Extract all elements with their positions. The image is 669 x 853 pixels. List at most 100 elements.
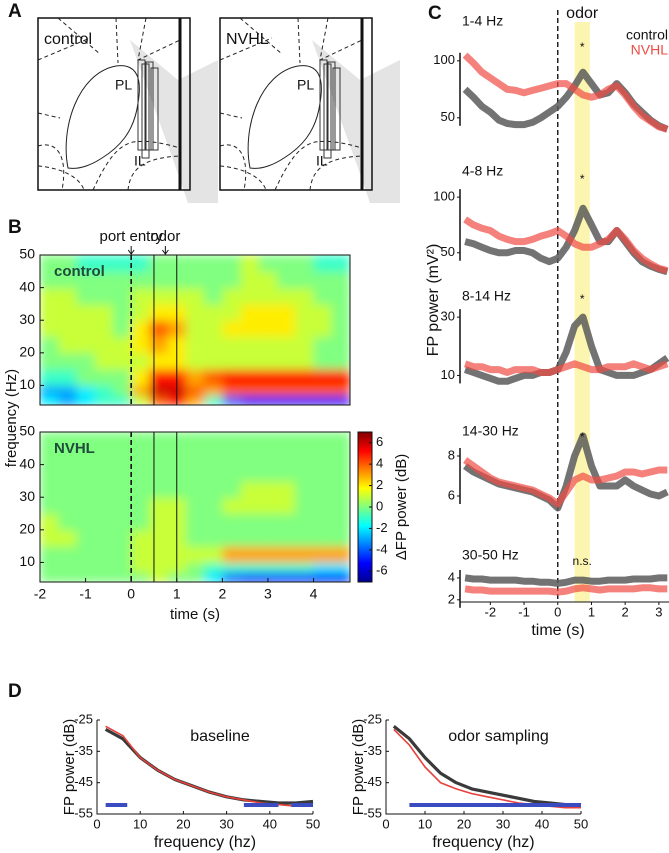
heat-cell (76, 464, 96, 482)
x-tick-label: 10 (418, 816, 432, 831)
panel-label: B (8, 217, 22, 238)
heat-cell (112, 271, 132, 289)
heat-cell (277, 497, 296, 515)
heat-cell (313, 432, 333, 449)
x-tick-label: 20 (176, 816, 190, 831)
heat-cell (185, 480, 205, 498)
heat-cell (313, 529, 333, 547)
heat-cell (185, 529, 205, 547)
heat-cell (277, 255, 296, 272)
heat-cell (295, 448, 315, 466)
heat-cell (204, 395, 223, 405)
heat-cell (76, 546, 96, 564)
heat-cell (313, 320, 333, 338)
y-tick-label: 30 (19, 311, 35, 327)
heat-cell (94, 480, 114, 498)
heat-cell (40, 395, 59, 405)
heat-cell (258, 529, 278, 547)
panel-label: A (8, 1, 22, 22)
diagram-title: NVHL (226, 31, 269, 48)
heat-cell (204, 572, 223, 582)
heat-cell (149, 448, 169, 466)
y-tick-label: 10 (19, 553, 35, 569)
heat-cell (40, 480, 59, 498)
heat-cell (277, 448, 296, 466)
heat-cell (58, 352, 78, 370)
heat-cell (258, 464, 278, 482)
heat-cell (76, 448, 96, 466)
heat-cell (222, 385, 242, 396)
heat-cell (222, 464, 242, 482)
y-axis-label: FP power (dB) (61, 719, 78, 815)
heat-cell (222, 336, 242, 354)
heat-cell (40, 513, 59, 531)
heat-cell (204, 448, 223, 466)
heat-cell (331, 320, 350, 338)
y-tick-label: -45 (363, 774, 382, 789)
heat-cell (313, 562, 333, 573)
y-tick-label: 10 (441, 367, 455, 382)
heat-cell (295, 303, 315, 321)
heat-cell (277, 546, 296, 564)
heat-cell (277, 369, 296, 387)
heat-cell (149, 336, 169, 354)
heat-cell (331, 352, 350, 370)
heat-cell (131, 320, 151, 338)
heat-cell (112, 352, 132, 370)
x-tick-label: 0 (93, 816, 100, 831)
heat-cell (331, 464, 350, 482)
x-axis-label: frequency (hz) (154, 834, 256, 851)
heat-cell (222, 497, 242, 515)
heat-cell (331, 562, 350, 573)
heat-cell (204, 336, 223, 354)
heat-cell (58, 546, 78, 564)
heat-cell (240, 303, 260, 321)
heat-cell (277, 513, 296, 531)
y-tick-label: -55 (363, 805, 382, 820)
heat-cell (76, 513, 96, 531)
heat-cell (277, 572, 296, 582)
y-tick-label: -25 (363, 711, 382, 726)
heat-cell (40, 448, 59, 466)
heat-cell (149, 529, 169, 547)
heat-cell (240, 448, 260, 466)
heat-cell (331, 369, 350, 387)
heat-cell (204, 385, 223, 396)
heat-cell (204, 432, 223, 449)
heat-cell (112, 448, 132, 466)
y-tick-label: 2 (448, 591, 455, 606)
y-tick-label: 20 (19, 344, 35, 360)
heat-cell (204, 529, 223, 547)
x-tick-label: 40 (263, 816, 277, 831)
heat-cell (295, 395, 315, 405)
heat-cell (240, 529, 260, 547)
y-tick-label: 8 (448, 447, 455, 462)
heat-cell (94, 546, 114, 564)
colorbar-tick-label: 4 (376, 456, 383, 471)
y-tick-label: 30 (441, 309, 455, 324)
heat-cell (277, 395, 296, 405)
heat-cell (185, 287, 205, 305)
heat-cell (313, 336, 333, 354)
heat-cell (131, 529, 151, 547)
heat-cell (185, 336, 205, 354)
heatmap-title: NVHL (54, 440, 95, 457)
heat-cell (240, 255, 260, 272)
heat-cell (40, 464, 59, 482)
heat-cell (185, 448, 205, 466)
heat-cell (258, 369, 278, 387)
diagram-title: control (44, 31, 92, 48)
heat-cell (94, 562, 114, 573)
heat-cell (204, 480, 223, 498)
x-tick-label: 2 (218, 586, 226, 602)
heat-cell (40, 497, 59, 515)
heat-cell (222, 395, 242, 405)
heat-cell (131, 385, 151, 396)
heat-cell (131, 480, 151, 498)
heat-cell (76, 529, 96, 547)
heat-cell (94, 287, 114, 305)
heat-cell (112, 497, 132, 515)
heat-cell (185, 395, 205, 405)
heat-cell (149, 480, 169, 498)
heat-cell (313, 480, 333, 498)
